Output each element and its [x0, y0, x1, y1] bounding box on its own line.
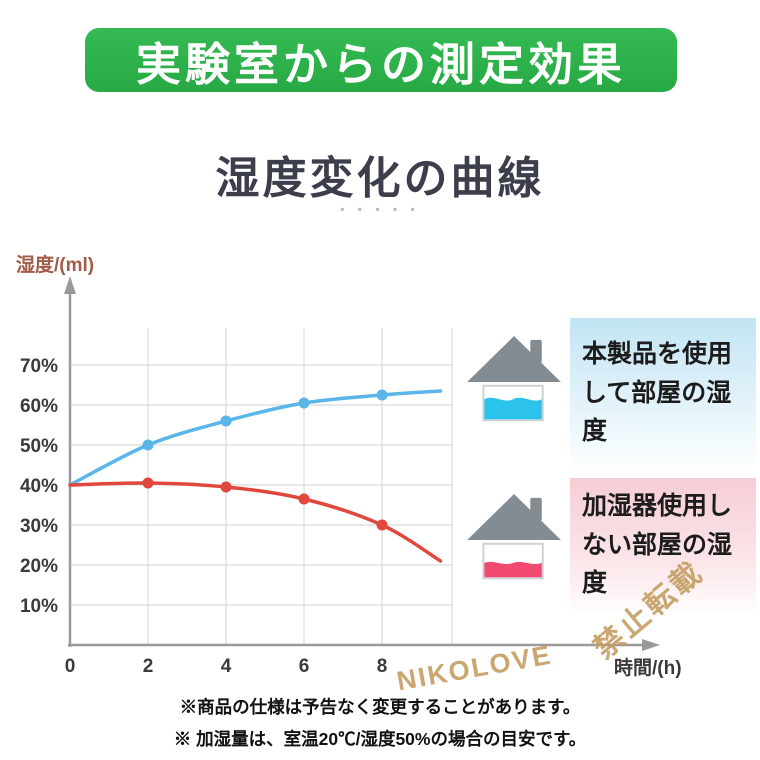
- roof-shape: [467, 494, 561, 540]
- footnotes: ※商品の仕様は予告なく変更することがあります。 ※ 加湿量は、室温20℃/湿度5…: [0, 692, 760, 755]
- footnote-line-1: ※商品の仕様は予告なく変更することがあります。: [179, 697, 581, 717]
- svg-text:70%: 70%: [20, 356, 58, 377]
- svg-text:2: 2: [143, 656, 154, 677]
- svg-text:8: 8: [377, 656, 388, 677]
- legend-item-without-product: 加湿器使用し ない部屋の湿度: [570, 478, 756, 612]
- house-dry-icon: [467, 494, 561, 580]
- legend-label-with-product: 本製品を使用 して部屋の湿度: [582, 339, 733, 446]
- svg-text:10%: 10%: [20, 596, 58, 617]
- y-axis-label: 湿度/(ml): [16, 255, 95, 276]
- page-title: 湿度変化の曲線: [215, 154, 545, 203]
- header-banner: 実験室からの測定効果: [85, 28, 677, 92]
- svg-text:0: 0: [65, 656, 76, 677]
- water-fill-high: [484, 397, 542, 420]
- banner-title: 実験室からの測定効果: [135, 38, 626, 90]
- svg-text:30%: 30%: [20, 516, 58, 537]
- water-fill-low: [484, 561, 542, 578]
- x-axis-label: 時間/(h): [614, 658, 682, 679]
- house-humidified-icon: [467, 336, 561, 422]
- footnote-line-2: ※ 加湿量は、室温20℃/湿度50%の場合の目安です。: [173, 728, 587, 749]
- roof-shape: [467, 336, 561, 382]
- svg-text:50%: 50%: [20, 436, 58, 457]
- svg-text:4: 4: [221, 656, 232, 677]
- legend-item-with-product: 本製品を使用 して部屋の湿度: [570, 318, 756, 468]
- svg-text:60%: 60%: [20, 396, 58, 417]
- svg-text:20%: 20%: [20, 556, 58, 577]
- title-dots: ▪ ▪ ▪ ▪ ▪: [340, 202, 420, 216]
- legend-label-without-product: 加湿器使用し ない部屋の湿度: [582, 491, 733, 598]
- svg-text:40%: 40%: [20, 476, 58, 497]
- svg-text:6: 6: [299, 656, 310, 677]
- humidity-line-chart: 10% 20% 30% 40% 50% 60% 70% 0 2 4 6 8: [20, 276, 660, 677]
